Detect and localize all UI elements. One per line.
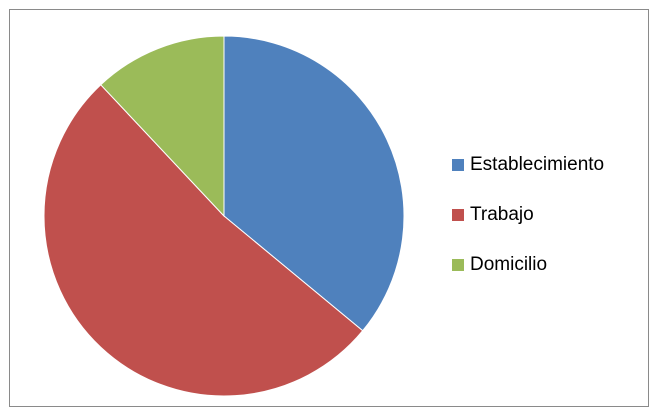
legend-label-domicilio: Domicilio	[470, 254, 548, 275]
legend-swatch-trabajo	[452, 209, 464, 221]
legend-item-trabajo: Trabajo	[452, 202, 604, 228]
legend-item-domicilio: Domicilio	[452, 252, 604, 278]
pie-slice-establecimiento	[223, 35, 405, 332]
pie-slice-trabajo	[43, 84, 364, 397]
pie-slice-domicilio	[100, 35, 225, 218]
legend-label-establecimiento: Establecimiento	[470, 154, 605, 175]
legend-item-establecimiento: Establecimiento	[452, 152, 604, 178]
legend-swatch-domicilio	[452, 259, 464, 271]
legend: Establecimiento Trabajo Domicilio	[452, 152, 604, 278]
legend-swatch-establecimiento	[452, 159, 464, 171]
legend-label-trabajo: Trabajo	[470, 204, 534, 225]
